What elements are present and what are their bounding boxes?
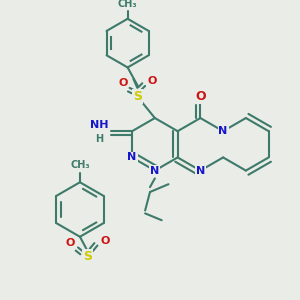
Text: N: N — [128, 152, 137, 162]
Text: O: O — [118, 78, 128, 88]
Text: H: H — [95, 134, 103, 144]
Text: N: N — [150, 166, 160, 176]
Text: O: O — [65, 238, 75, 248]
Text: CH₃: CH₃ — [118, 0, 137, 9]
Text: O: O — [147, 76, 157, 86]
Text: S: S — [133, 90, 142, 103]
Text: CH₃: CH₃ — [70, 160, 90, 170]
Text: N: N — [218, 126, 228, 136]
Text: N: N — [196, 166, 205, 176]
Text: NH: NH — [90, 120, 108, 130]
Text: S: S — [83, 250, 92, 263]
Text: O: O — [195, 90, 206, 103]
Text: O: O — [100, 236, 110, 246]
